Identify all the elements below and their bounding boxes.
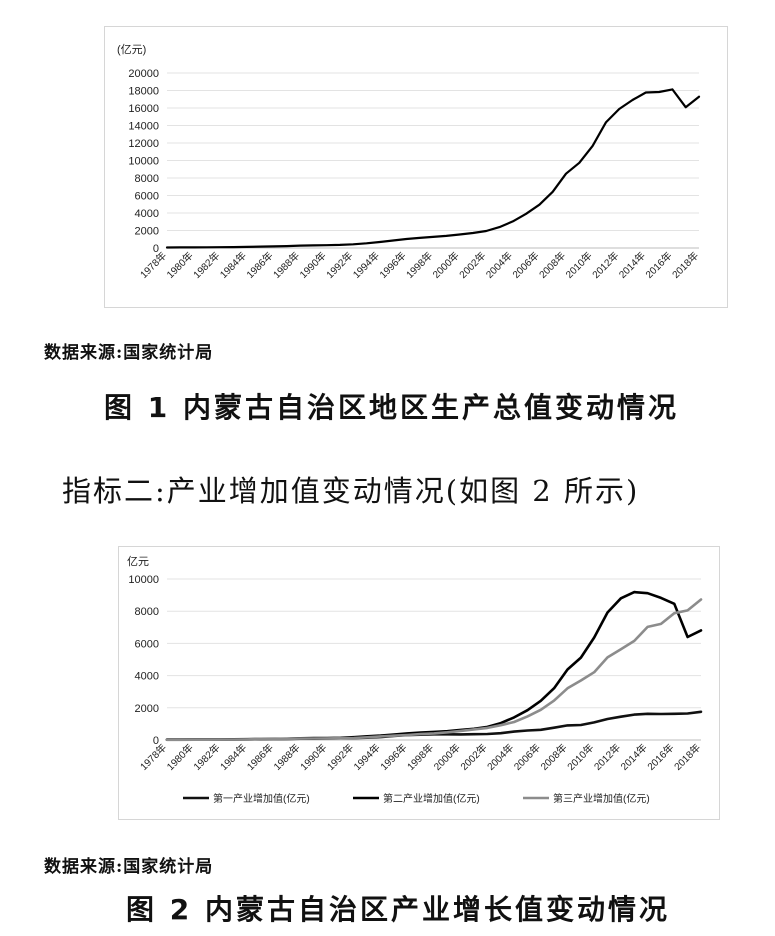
chart2-x-tick-label: 2010年: [564, 741, 596, 773]
chart2-x-tick-label: 1994年: [351, 741, 383, 773]
chart1-y-tick-label: 0: [153, 243, 159, 255]
chart2-x-tick-label: 1990年: [297, 741, 329, 773]
chart2-y-tick-label: 6000: [135, 638, 159, 650]
chart1-x-tick-label: 2010年: [563, 249, 595, 281]
chart-industry-svg: 0200040006000800010000亿元1978年1980年1982年1…: [127, 555, 703, 805]
chart2-x-tick-label: 2000年: [431, 741, 463, 773]
chart2-x-tick-label: 1992年: [324, 741, 356, 773]
chart1-x-tick-label: 1982年: [190, 249, 222, 281]
chart2-x-tick-label: 1988年: [271, 741, 303, 773]
chart2-y-axis-label: 亿元: [127, 555, 149, 568]
chart2-x-tick-label: 1980年: [164, 741, 196, 773]
chart1-x-tick-label: 1988年: [270, 249, 302, 281]
chart2-x-tick-label: 2004年: [484, 741, 516, 773]
chart1-x-tick-label: 1984年: [217, 249, 249, 281]
chart1-x-tick-label: 1990年: [297, 249, 329, 281]
chart2-legend-label-1: 第一产业增加值(亿元): [213, 792, 310, 805]
chart2-x-tick-label: 2014年: [618, 741, 650, 773]
chart1-x-tick-label: 2012年: [589, 249, 621, 281]
chart1-x-tick-label: 2000年: [430, 249, 462, 281]
chart1-x-tick-label: 1986年: [244, 249, 276, 281]
chart1-x-tick-label: 2014年: [616, 249, 648, 281]
chart1-y-tick-label: 10000: [128, 156, 159, 168]
figure-caption-2: 图 2 内蒙古自治区产业增长值变动情况: [126, 893, 670, 926]
chart1-y-tick-label: 4000: [135, 208, 159, 220]
chart1-x-tick-label: 2006年: [510, 249, 542, 281]
chart1-y-axis-label: (亿元): [117, 43, 146, 56]
figure-caption-1: 图 1 内蒙古自治区地区生产总值变动情况: [104, 391, 679, 424]
data-source-note-2: 数据来源:国家统计局: [44, 857, 214, 877]
chart1-x-tick-label: 2018年: [669, 249, 701, 281]
chart2-x-tick-label: 1982年: [191, 741, 223, 773]
section-heading: 指标二:产业增加值变动情况(如图 2 所示): [62, 474, 640, 508]
chart2-y-tick-label: 8000: [135, 606, 159, 618]
chart2-x-tick-label: 2006年: [511, 741, 543, 773]
chart1-x-tick-label: 2008年: [536, 249, 568, 281]
chart2-x-tick-label: 2002年: [458, 741, 490, 773]
chart1-y-tick-label: 18000: [128, 86, 159, 98]
chart1-y-tick-label: 20000: [128, 68, 159, 80]
chart-industry: 0 2000 4000 6000 8000 10000 亿元 1978年 1980年 1982年 1…: [118, 546, 720, 820]
chart1-y-tick-label: 2000: [135, 226, 159, 238]
chart2-y-tick-label: 2000: [135, 703, 159, 715]
chart2-x-tick-label: 2016年: [644, 741, 676, 773]
chart-gdp-svg: 0 2000 4000 6000 8000 10000 12000 14000 16000 180…: [117, 43, 701, 281]
chart2-x-tick-label: 2018年: [671, 741, 703, 773]
chart2-legend-label-3: 第三产业增加值(亿元): [553, 792, 650, 805]
chart2-x-tick-label: 1996年: [377, 741, 409, 773]
chart1-x-tick-label: 2004年: [483, 249, 515, 281]
chart2-x-tick-label: 2008年: [538, 741, 570, 773]
chart1-x-tick-label: 1998年: [403, 249, 435, 281]
chart2-y-tick-label: 10000: [128, 574, 159, 586]
data-source-note-1: 数据来源:国家统计局: [44, 343, 214, 363]
chart1-x-tick-label: 1980年: [164, 249, 196, 281]
chart1-y-tick-label: 8000: [135, 173, 159, 185]
chart1-x-tick-label: 2016年: [643, 249, 675, 281]
chart1-y-tick-label: 14000: [128, 121, 159, 133]
chart2-series-line-1: [165, 710, 703, 741]
chart-gdp: 0 2000 4000 6000 8000 10000 12000 14000 16000 180…: [104, 26, 728, 308]
chart1-y-tick-label: 12000: [128, 138, 159, 150]
chart1-series-line-1: [165, 88, 701, 249]
chart1-x-tick-label: 1992年: [323, 249, 355, 281]
chart1-y-tick-label: 16000: [128, 103, 159, 115]
chart2-series-line-3: [165, 598, 703, 742]
chart2-x-tick-label: 1998年: [404, 741, 436, 773]
chart2-x-tick-label: 1986年: [244, 741, 276, 773]
chart1-x-tick-label: 2002年: [456, 249, 488, 281]
chart2-y-tick-label: 0: [153, 735, 159, 747]
chart2-legend-label-2: 第二产业增加值(亿元): [383, 792, 480, 805]
chart1-y-tick-label: 6000: [135, 191, 159, 203]
chart2-x-tick-label: 2012年: [591, 741, 623, 773]
chart1-x-tick-label: 1994年: [350, 249, 382, 281]
chart1-x-tick-label: 1996年: [377, 249, 409, 281]
chart2-x-tick-label: 1984年: [217, 741, 249, 773]
chart2-y-tick-label: 4000: [135, 671, 159, 683]
